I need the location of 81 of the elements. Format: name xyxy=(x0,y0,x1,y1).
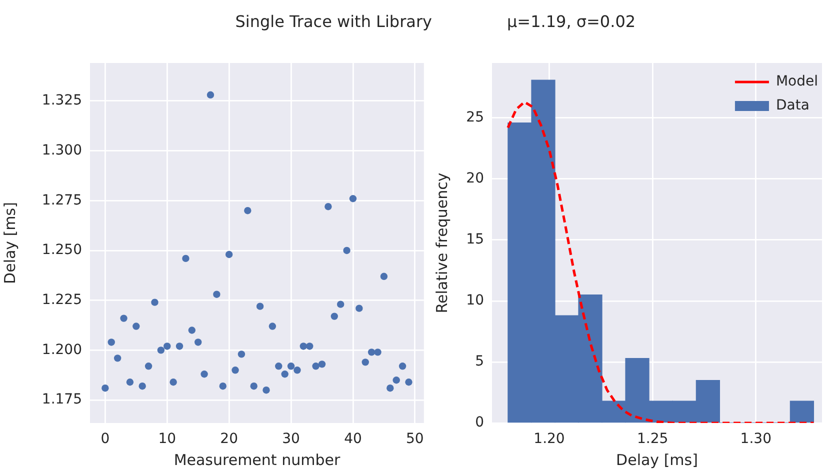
x-axis-title: Delay [ms] xyxy=(616,450,698,469)
point xyxy=(312,362,320,370)
y-axis-title: Delay [ms] xyxy=(0,202,19,284)
point xyxy=(349,195,357,202)
y-tick-label: 1.325 xyxy=(42,92,82,109)
point xyxy=(176,342,184,350)
point xyxy=(102,384,109,392)
point xyxy=(300,342,308,350)
x-tick-label: 10 xyxy=(158,431,176,448)
point xyxy=(336,300,344,308)
point xyxy=(330,312,338,320)
y-tick-label: 20 xyxy=(466,170,484,187)
point xyxy=(374,348,382,356)
point xyxy=(132,322,140,330)
y-tick-label: 25 xyxy=(466,110,484,126)
point xyxy=(318,360,326,368)
point xyxy=(108,338,115,346)
y-axis-title: Relative frequency xyxy=(432,172,451,314)
point xyxy=(250,382,258,390)
point xyxy=(219,382,226,390)
y-tick-label: 0 xyxy=(475,414,484,431)
y-tick-label: 15 xyxy=(466,232,484,248)
point xyxy=(151,298,158,306)
point xyxy=(324,203,332,210)
y-tick-label: 1.275 xyxy=(42,192,82,208)
x-axis-title: Measurement number xyxy=(174,450,341,469)
point xyxy=(232,366,239,374)
point xyxy=(244,206,252,214)
point xyxy=(392,376,400,384)
point xyxy=(213,290,220,298)
y-tick-label: 10 xyxy=(466,292,484,309)
y-tick-label: 5 xyxy=(475,354,484,370)
legend-label: Model xyxy=(776,74,818,90)
point xyxy=(281,370,288,378)
x-tick-label: 1.25 xyxy=(636,431,668,448)
line-series xyxy=(506,100,815,423)
point xyxy=(386,384,394,392)
point xyxy=(120,314,128,322)
point xyxy=(380,272,388,280)
point xyxy=(262,386,270,394)
point xyxy=(138,382,146,390)
point xyxy=(287,362,295,370)
point xyxy=(405,378,412,386)
point xyxy=(306,342,314,350)
y-tick-label: 1.225 xyxy=(42,292,82,308)
point xyxy=(170,378,177,386)
point xyxy=(182,254,190,262)
x-tick-label: 20 xyxy=(220,431,238,448)
point xyxy=(200,370,208,378)
y-tick-label: 1.300 xyxy=(42,142,82,158)
point xyxy=(206,91,214,99)
point xyxy=(362,358,369,366)
point xyxy=(398,362,406,370)
point xyxy=(144,362,152,370)
x-tick-label: 40 xyxy=(344,431,362,448)
y-tick-label: 1.175 xyxy=(42,392,82,408)
point xyxy=(256,302,264,310)
point xyxy=(368,348,376,356)
x-tick-label: 50 xyxy=(406,431,424,448)
point xyxy=(275,362,282,370)
x-tick-label: 1.20 xyxy=(534,431,565,448)
point xyxy=(157,346,165,354)
chart-title: Single Trace with Library xyxy=(235,12,432,31)
chart-title: μ=1.19, σ=0.02 xyxy=(507,12,636,31)
x-tick-label: 30 xyxy=(282,431,300,448)
x-tick-label: 0 xyxy=(100,431,110,448)
point xyxy=(343,246,350,254)
point xyxy=(356,304,363,312)
y-tick-label: 1.200 xyxy=(42,342,82,358)
point xyxy=(114,354,122,362)
point xyxy=(268,322,276,330)
y-tick-label: 1.250 xyxy=(42,242,82,258)
point xyxy=(194,338,202,346)
point xyxy=(188,326,196,334)
point xyxy=(238,350,246,358)
legend-label: Data xyxy=(776,98,810,114)
point xyxy=(225,250,233,258)
point xyxy=(164,342,171,350)
point xyxy=(126,378,134,386)
x-tick-label: 1.30 xyxy=(740,431,772,448)
point xyxy=(294,366,301,374)
